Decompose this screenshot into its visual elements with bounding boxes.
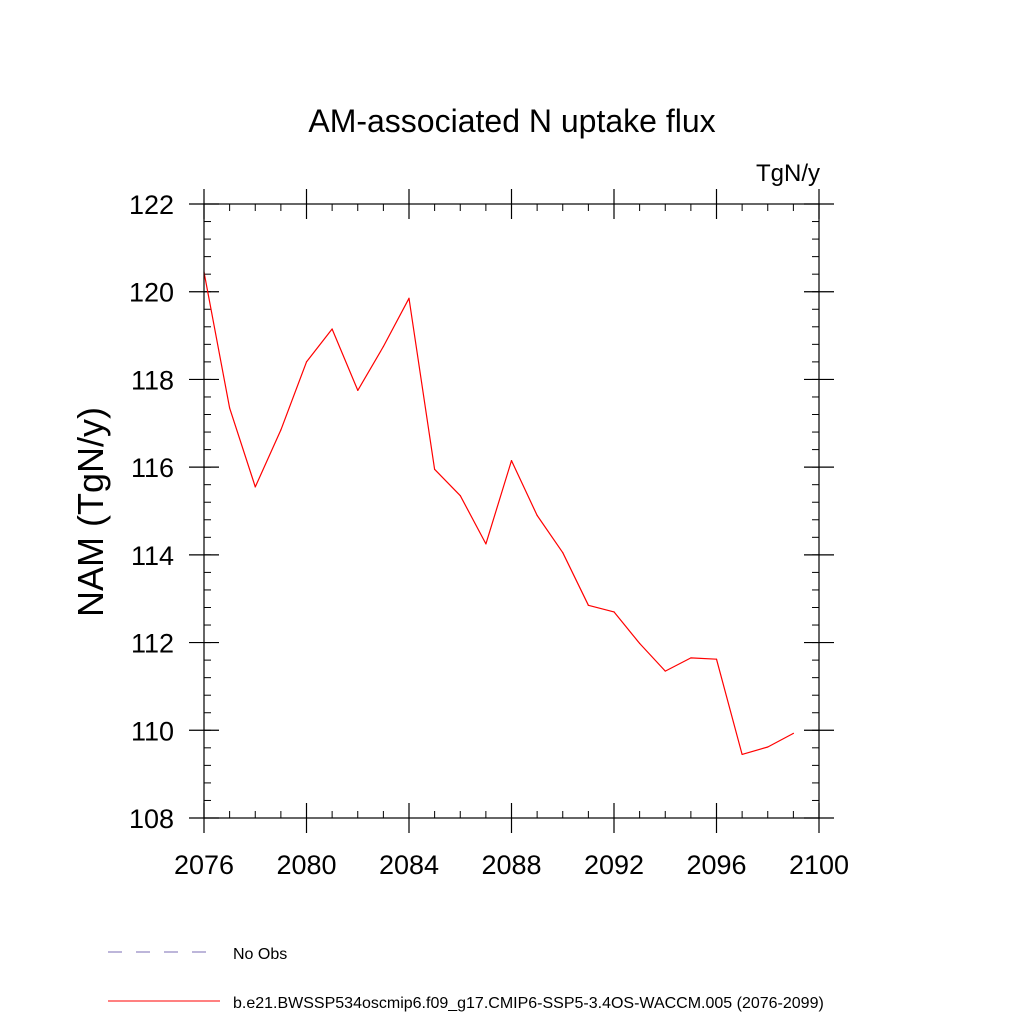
y-tick-label: 116 [131,453,174,483]
minor-ticks [203,203,820,819]
legend-label: b.e21.BWSSP534oscmip6.f09_g17.CMIP6-SSP5… [233,995,824,1012]
data-point [510,459,513,462]
data-point [434,468,436,470]
legend-label: No Obs [233,946,287,963]
y-tick-label: 120 [129,278,174,308]
data-point [639,642,641,645]
y-tick-label: 118 [131,365,174,395]
data-point [254,486,256,488]
x-tick-label: 2096 [686,850,746,880]
data-point [792,732,794,734]
data-point [280,429,282,431]
y-tick-label: 108 [129,804,174,834]
data-point [485,543,487,545]
data-point [331,328,333,330]
series-line [203,271,794,756]
data-point [382,345,384,348]
units-label: TgN/y [756,160,820,187]
data-point [408,297,410,299]
data-point [741,753,743,756]
data-point [613,611,615,613]
y-tick-label: 112 [131,629,174,659]
data-point [536,514,538,516]
plot-frame [203,203,820,819]
y-tick-label: 122 [129,190,174,220]
x-tick-label: 2100 [789,850,849,880]
data-point [459,495,461,497]
data-point [229,407,231,409]
tick-labels: 2076 2080 2084 2088 2092 2096 2100 108 110 112 114… [129,190,849,880]
y-tick-label: 110 [131,716,174,746]
x-tick-label: 2092 [584,850,644,880]
data-point [305,361,308,363]
data-point [357,389,359,391]
data-point [562,552,564,554]
data-point [767,746,769,748]
data-point [587,604,589,606]
y-tick-label: 114 [131,541,174,571]
data-point [715,658,718,660]
x-tick-label: 2076 [174,850,234,880]
legend: No Obs b.e21.BWSSP534oscmip6.f09_g17.CMIP… [108,946,824,1012]
x-tick-label: 2080 [276,850,336,880]
x-tick-label: 2084 [379,850,439,880]
y-axis-label: NAM (TgN/y) [70,407,111,617]
chart-title: AM-associated N uptake flux [308,103,715,139]
series-layer [203,271,794,756]
data-point [690,657,692,659]
data-point [664,670,666,672]
x-tick-label: 2088 [481,850,541,880]
